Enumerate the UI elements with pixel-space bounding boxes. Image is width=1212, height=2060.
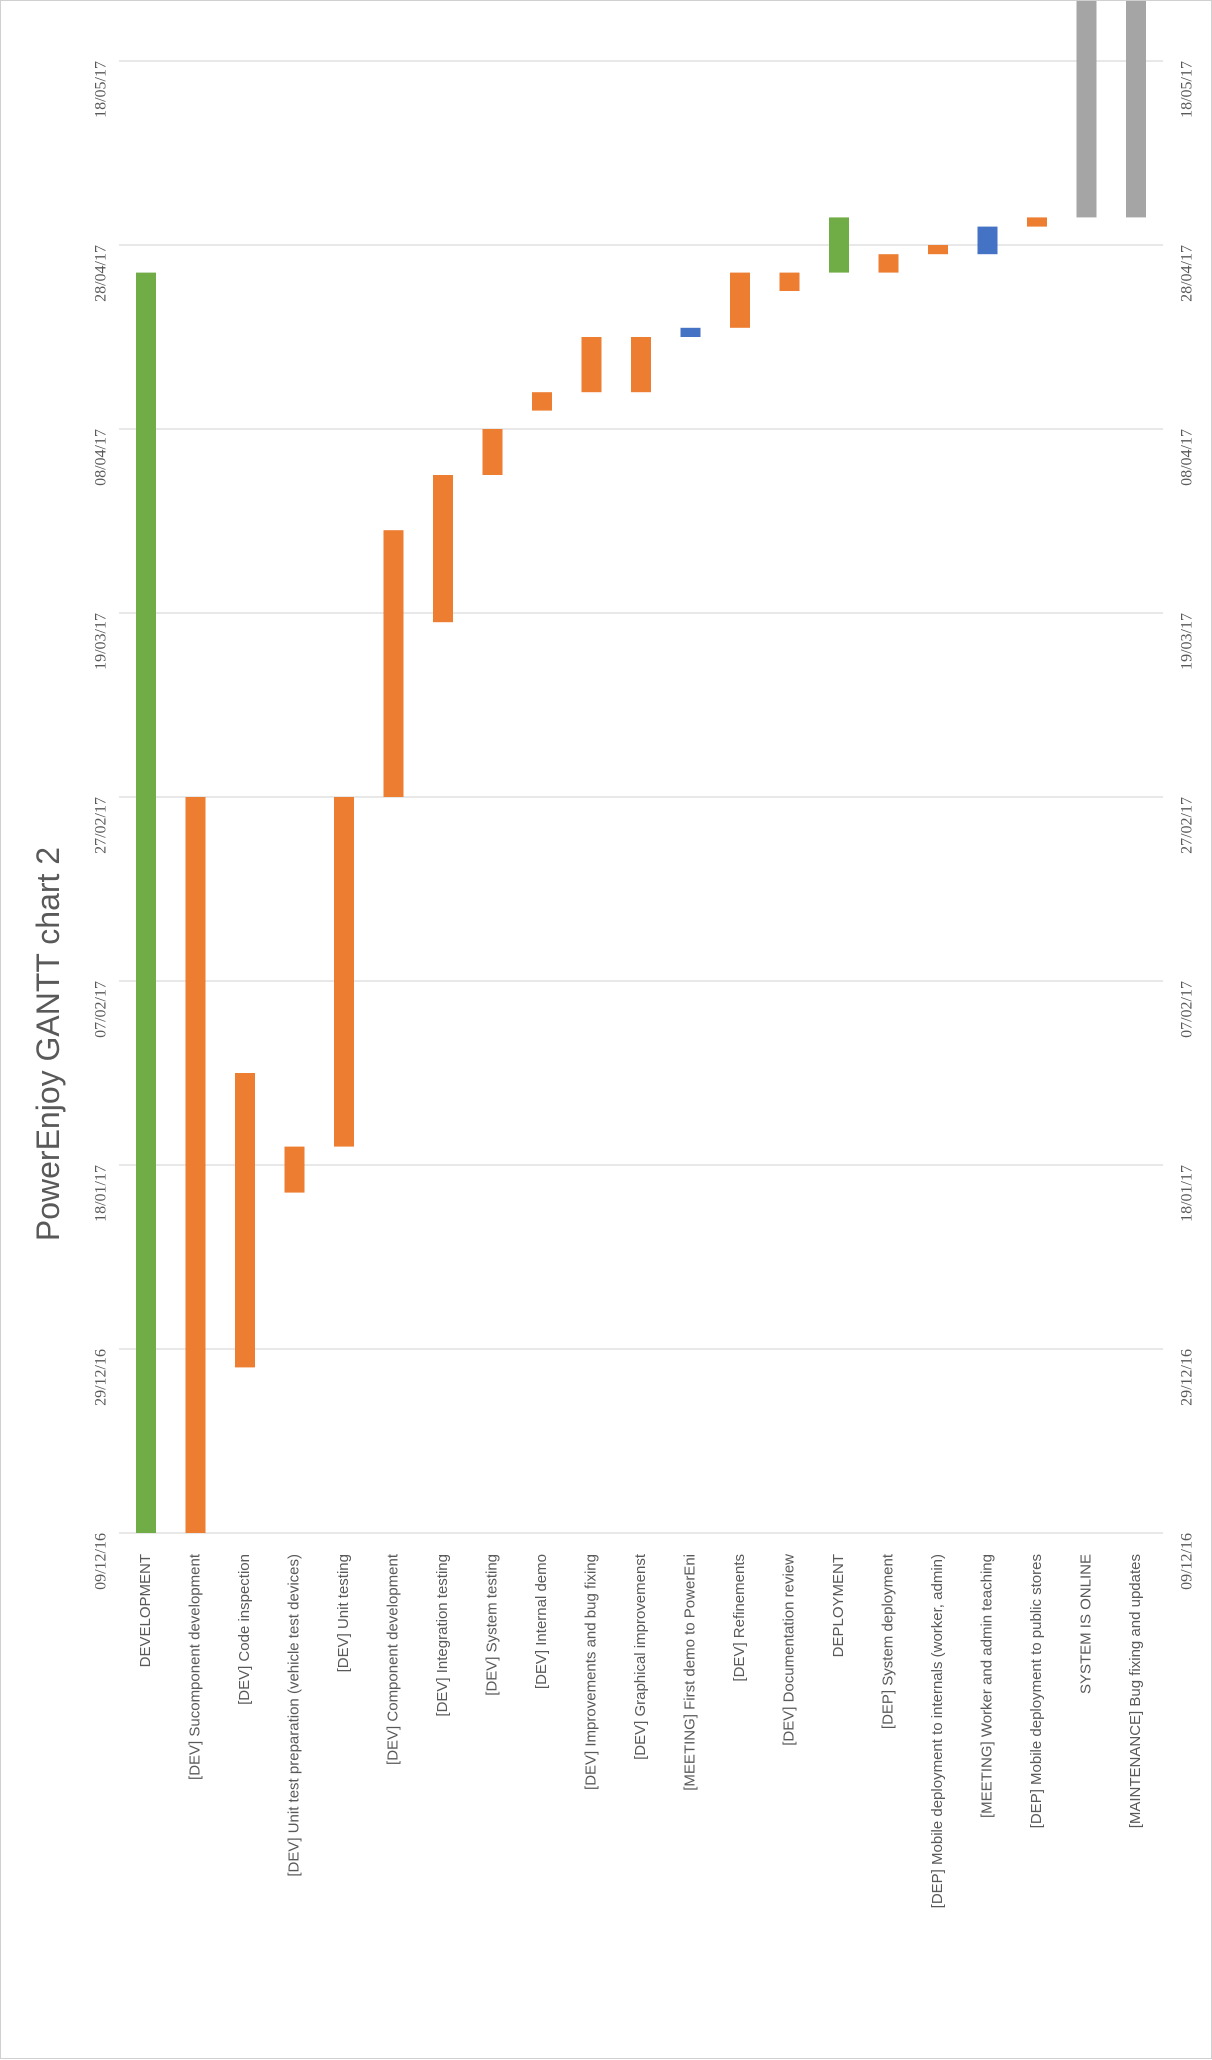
task-bar	[433, 475, 453, 623]
date-tick-label: 27/02/17	[93, 797, 110, 854]
task-label: SYSTEM IS ONLINE	[1077, 1554, 1094, 1694]
task-label: [DEV] Graphical improvemenst	[632, 1553, 649, 1760]
task-label: [DEP] System deployment	[879, 1553, 896, 1729]
task-bar	[779, 272, 800, 291]
task-labels: DEVELOPMENT [DEV] Sucomponent development…	[137, 1553, 1144, 1908]
task-label: [MEETING] Worker and admin teaching	[978, 1554, 995, 1818]
task-bar	[829, 217, 849, 273]
task-bar	[1076, 1, 1097, 218]
chart-title: PowerEnjoy GANTT chart 2	[30, 847, 66, 1241]
task-bar	[383, 530, 404, 797]
date-tick-label: 19/03/17	[1179, 613, 1196, 670]
task-label: [DEP] Mobile deployment to public stores	[1028, 1554, 1045, 1828]
task-label: [DEV] Improvements and bug fixing	[582, 1554, 599, 1790]
date-tick-label: 18/01/17	[93, 1165, 110, 1222]
date-tick-label: 28/04/17	[1179, 245, 1196, 302]
date-tick-label: 28/04/17	[93, 245, 110, 302]
date-tick-label: 29/12/16	[1179, 1349, 1196, 1406]
task-bar	[878, 254, 899, 273]
task-bar	[482, 429, 503, 475]
task-bar	[631, 337, 651, 393]
date-tick-label: 18/05/17	[1179, 61, 1196, 118]
task-label: [DEV] Code inspection	[236, 1554, 253, 1705]
task-bar	[928, 245, 948, 255]
task-bars	[136, 1, 1146, 1534]
task-label: [MEETING] First demo to PowerEni	[681, 1554, 698, 1791]
task-label: [DEV] Unit testing	[335, 1554, 352, 1672]
task-label: DEPLOYMENT	[830, 1554, 847, 1657]
date-tick-label: 18/01/17	[1179, 1165, 1196, 1222]
date-tick-label: 09/12/16	[1179, 1533, 1196, 1590]
task-bar	[730, 272, 750, 328]
task-label: [DEV] Refinements	[731, 1554, 748, 1682]
task-bar	[235, 1073, 255, 1368]
task-label: [DEV] Sucomponent development	[186, 1553, 203, 1780]
date-tick-label: 07/02/17	[1179, 981, 1196, 1038]
date-tick-label: 18/05/17	[93, 61, 110, 118]
date-tick-label: 09/12/16	[93, 1533, 110, 1590]
task-bar	[532, 392, 552, 411]
task-bar	[334, 797, 354, 1147]
task-bar	[136, 272, 156, 1534]
date-tick-label: 08/04/17	[93, 429, 110, 486]
date-tick-label: 27/02/17	[1179, 797, 1196, 854]
date-axis-top: 09/12/16 29/12/16 18/01/17 07/02/17 27/02/17…	[93, 61, 110, 1590]
task-bar	[581, 337, 602, 393]
date-tick-label: 07/02/17	[93, 981, 110, 1038]
task-bar	[1126, 1, 1146, 218]
task-label: [DEV] Internal demo	[533, 1554, 550, 1689]
task-label: [DEV] Documentation review	[780, 1554, 797, 1746]
task-bar	[977, 226, 998, 255]
task-bar	[284, 1146, 305, 1193]
task-label: [DEV] Component development	[384, 1553, 401, 1765]
task-label: [DEV] System testing	[483, 1554, 500, 1696]
task-bar	[680, 327, 701, 337]
grid-lines	[119, 60, 1163, 1534]
task-bar	[185, 797, 206, 1533]
date-tick-label: 29/12/16	[93, 1349, 110, 1406]
date-axis-bottom: 09/12/16 29/12/16 18/01/17 07/02/17 27/02/17…	[1179, 61, 1196, 1590]
task-label: DEVELOPMENT	[137, 1554, 154, 1667]
task-label: [MAINTENANCE] Bug fixing and updates	[1127, 1554, 1144, 1828]
task-bar	[1027, 217, 1047, 227]
task-label: [DEV] Unit test preparation (vehicle tes…	[285, 1554, 302, 1877]
task-label: [DEP] Mobile deployment to internals (wo…	[929, 1554, 946, 1908]
task-label: [DEV] Integration testing	[434, 1554, 451, 1717]
date-tick-label: 08/04/17	[1179, 429, 1196, 486]
date-tick-label: 19/03/17	[93, 613, 110, 670]
